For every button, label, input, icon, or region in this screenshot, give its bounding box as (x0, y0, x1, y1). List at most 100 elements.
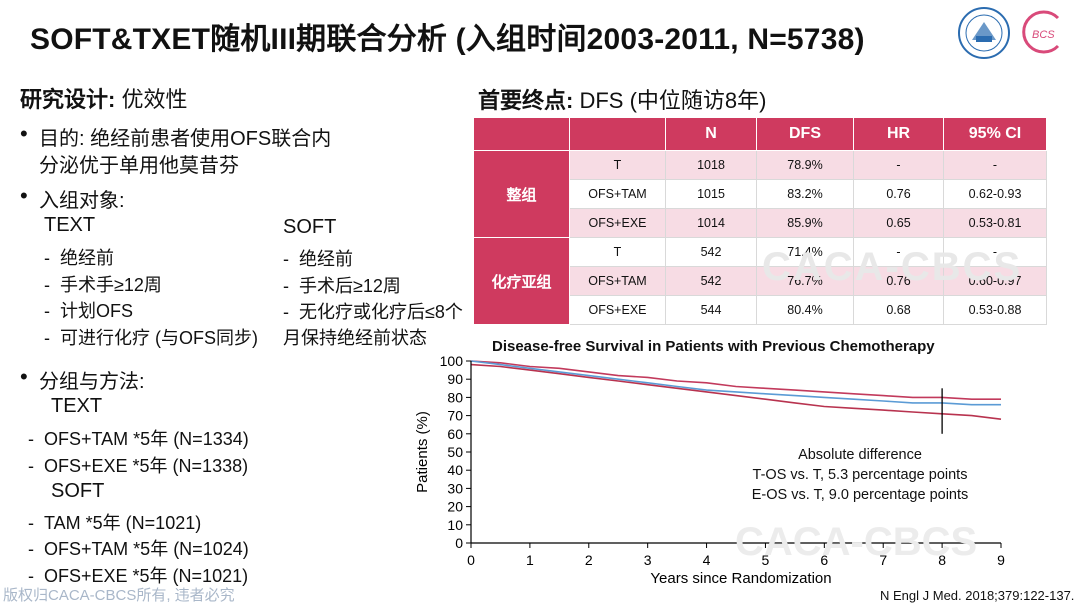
y-tick-label: 30 (447, 480, 463, 496)
endpoint-value: DFS (中位随访8年) (579, 88, 767, 113)
endpoint-label: 首要终点: (478, 88, 574, 113)
text-trial-name: TEXT (44, 214, 96, 236)
ci-cell: - (943, 150, 1047, 180)
bullet-icon: • (20, 121, 28, 146)
y-tick-label: 20 (447, 499, 463, 515)
y-tick-label: 40 (447, 462, 463, 478)
table-header-cell (473, 117, 570, 151)
text-criteria-item: - 计划OFS (44, 301, 134, 321)
copyright-notice: 版权归CACA-CBCS所有, 违者必究 (3, 587, 235, 604)
x-tick-label: 3 (644, 552, 652, 568)
x-tick-label: 5 (762, 552, 770, 568)
hr-cell: - (853, 237, 944, 267)
table-row: OFS+EXE 1014 85.9% 0.65 0.53-0.81 (474, 208, 1047, 238)
group-label-cell: 化疗亚组 (473, 237, 570, 325)
grouping-soft-item: - OFS+TAM *5年 (N=1024) (28, 539, 249, 559)
x-tick-label: 2 (585, 552, 593, 568)
table-header-cell: HR (853, 117, 944, 151)
table-row: 化疗亚组 T 542 71.4% - - (473, 237, 1047, 325)
grouping-text-name: TEXT (51, 395, 103, 417)
arm-cell: T (569, 150, 666, 180)
x-tick-label: 1 (526, 552, 534, 568)
hr-cell: - (853, 150, 944, 180)
y-tick-label: 50 (447, 444, 463, 460)
n-cell: 542 (665, 237, 757, 267)
y-tick-label: 10 (447, 517, 463, 533)
table-row: OFS+EXE 544 80.4% 0.68 0.53-0.88 (474, 295, 1047, 325)
series-line-t (470, 363, 1002, 420)
y-tick-label: 90 (447, 371, 463, 387)
arm-cell: OFS+TAM (569, 266, 666, 296)
reference-citation: N Engl J Med. 2018;379:122-137. (880, 588, 1075, 603)
purpose-line-1: 目的: 绝经前患者使用OFS联合内 (39, 128, 332, 150)
table-row: OFS+TAM 1015 83.2% 0.76 0.62-0.93 (474, 179, 1047, 209)
y-tick-label: 80 (447, 389, 463, 405)
x-tick-label: 4 (703, 552, 711, 568)
grouping-text-item: - OFS+EXE *5年 (N=1338) (28, 456, 249, 476)
grouping-label: 分组与方法: (39, 371, 145, 393)
x-tick-label: 8 (938, 552, 946, 568)
enrollment-label: 入组对象: (39, 190, 125, 212)
n-cell: 1014 (665, 208, 757, 238)
x-axis-label: Years since Randomization (650, 570, 831, 587)
dfs-chart: 0 10 20 30 40 50 60 70 80 90 100 0 1 2 3 4 5 6 7 8 9 Years si… (414, 355, 1005, 587)
soft-criteria-item: - 手术后≥12周 (283, 276, 401, 296)
arm-cell: T (569, 237, 666, 267)
dfs-cell: 78.9% (756, 150, 854, 180)
university-seal-logo (958, 7, 1010, 59)
arm-cell: OFS+EXE (569, 295, 666, 325)
table-header-cell: DFS (756, 117, 854, 151)
cbcs-logo-text: BCS (1032, 29, 1055, 41)
y-tick-label: 70 (447, 408, 463, 424)
text-criteria-item: - 手术手≥12周 (44, 275, 162, 295)
y-tick-label: 60 (447, 426, 463, 442)
x-tick-label: 0 (467, 552, 475, 568)
design-heading: 研究设计: 优效性 (20, 82, 187, 114)
page-title: SOFT&TXET随机III期联合分析 (入组时间2003-2011, N=57… (30, 23, 865, 56)
grouping-soft-item: - TAM *5年 (N=1021) (28, 513, 202, 533)
n-cell: 542 (665, 266, 757, 296)
y-axis-label: Patients (%) (414, 411, 431, 493)
soft-criteria-item: - 无化疗或化疗后≤8个 (283, 302, 463, 322)
table-row: 整组 T 1018 78.9% - - (473, 150, 1047, 238)
x-tick-label: 6 (820, 552, 828, 568)
arm-cell: OFS+TAM (569, 179, 666, 209)
watermark-upper: CACA-CBCS (762, 245, 1023, 289)
table-header-cell: N (665, 117, 757, 151)
n-cell: 1018 (665, 150, 757, 180)
group-label-cell: 整组 (473, 150, 570, 238)
hr-cell: 0.68 (853, 295, 944, 325)
y-tick-label: 0 (455, 535, 463, 551)
grouping-soft-name: SOFT (51, 480, 105, 502)
annotation-line: T-OS vs. T, 5.3 percentage points (752, 467, 968, 483)
soft-trial-name: SOFT (283, 216, 337, 238)
purpose-line-2: 分泌优于单用他莫昔芬 (39, 155, 239, 177)
table-header-row: N DFS HR 95% CI (473, 117, 1047, 151)
y-tick-label: 100 (440, 355, 464, 369)
table-row: OFS+TAM 542 76.7% 0.76 0.60-0.97 (474, 266, 1047, 296)
watermark-lower: CACA-CBCS (735, 520, 977, 564)
arm-cell: OFS+EXE (569, 208, 666, 238)
ci-cell: 0.53-0.81 (943, 208, 1047, 238)
text-criteria-item: - 可进行化疗 (与OFS同步) (44, 328, 258, 348)
endpoint-heading: 首要终点: DFS (中位随访8年) (478, 83, 766, 115)
dfs-cell: 80.4% (756, 295, 854, 325)
n-cell: 544 (665, 295, 757, 325)
ci-cell: 0.62-0.93 (943, 179, 1047, 209)
dfs-cell: 85.9% (756, 208, 854, 238)
design-value: 优效性 (121, 87, 188, 112)
hr-cell: 0.76 (853, 179, 944, 209)
grouping-text-item: - OFS+TAM *5年 (N=1334) (28, 429, 249, 449)
grouping-soft-item: - OFS+EXE *5年 (N=1021) (28, 566, 249, 586)
annotation-line: E-OS vs. T, 9.0 percentage points (751, 487, 969, 503)
chart-title: Disease-free Survival in Patients with P… (492, 338, 935, 355)
ci-cell: 0.53-0.88 (943, 295, 1047, 325)
soft-criteria-item: - 绝经前 (283, 249, 353, 269)
ci-cell: 0.60-0.97 (943, 266, 1047, 296)
x-tick-label: 7 (879, 552, 887, 568)
results-table: N DFS HR 95% CI 整组 T 1018 78.9% - - OFS+… (473, 117, 1047, 325)
series-line-ofs-exe (470, 360, 1001, 401)
bullet-icon: • (20, 183, 28, 208)
bullet-icon: • (20, 364, 28, 389)
hr-cell: 0.65 (853, 208, 944, 238)
